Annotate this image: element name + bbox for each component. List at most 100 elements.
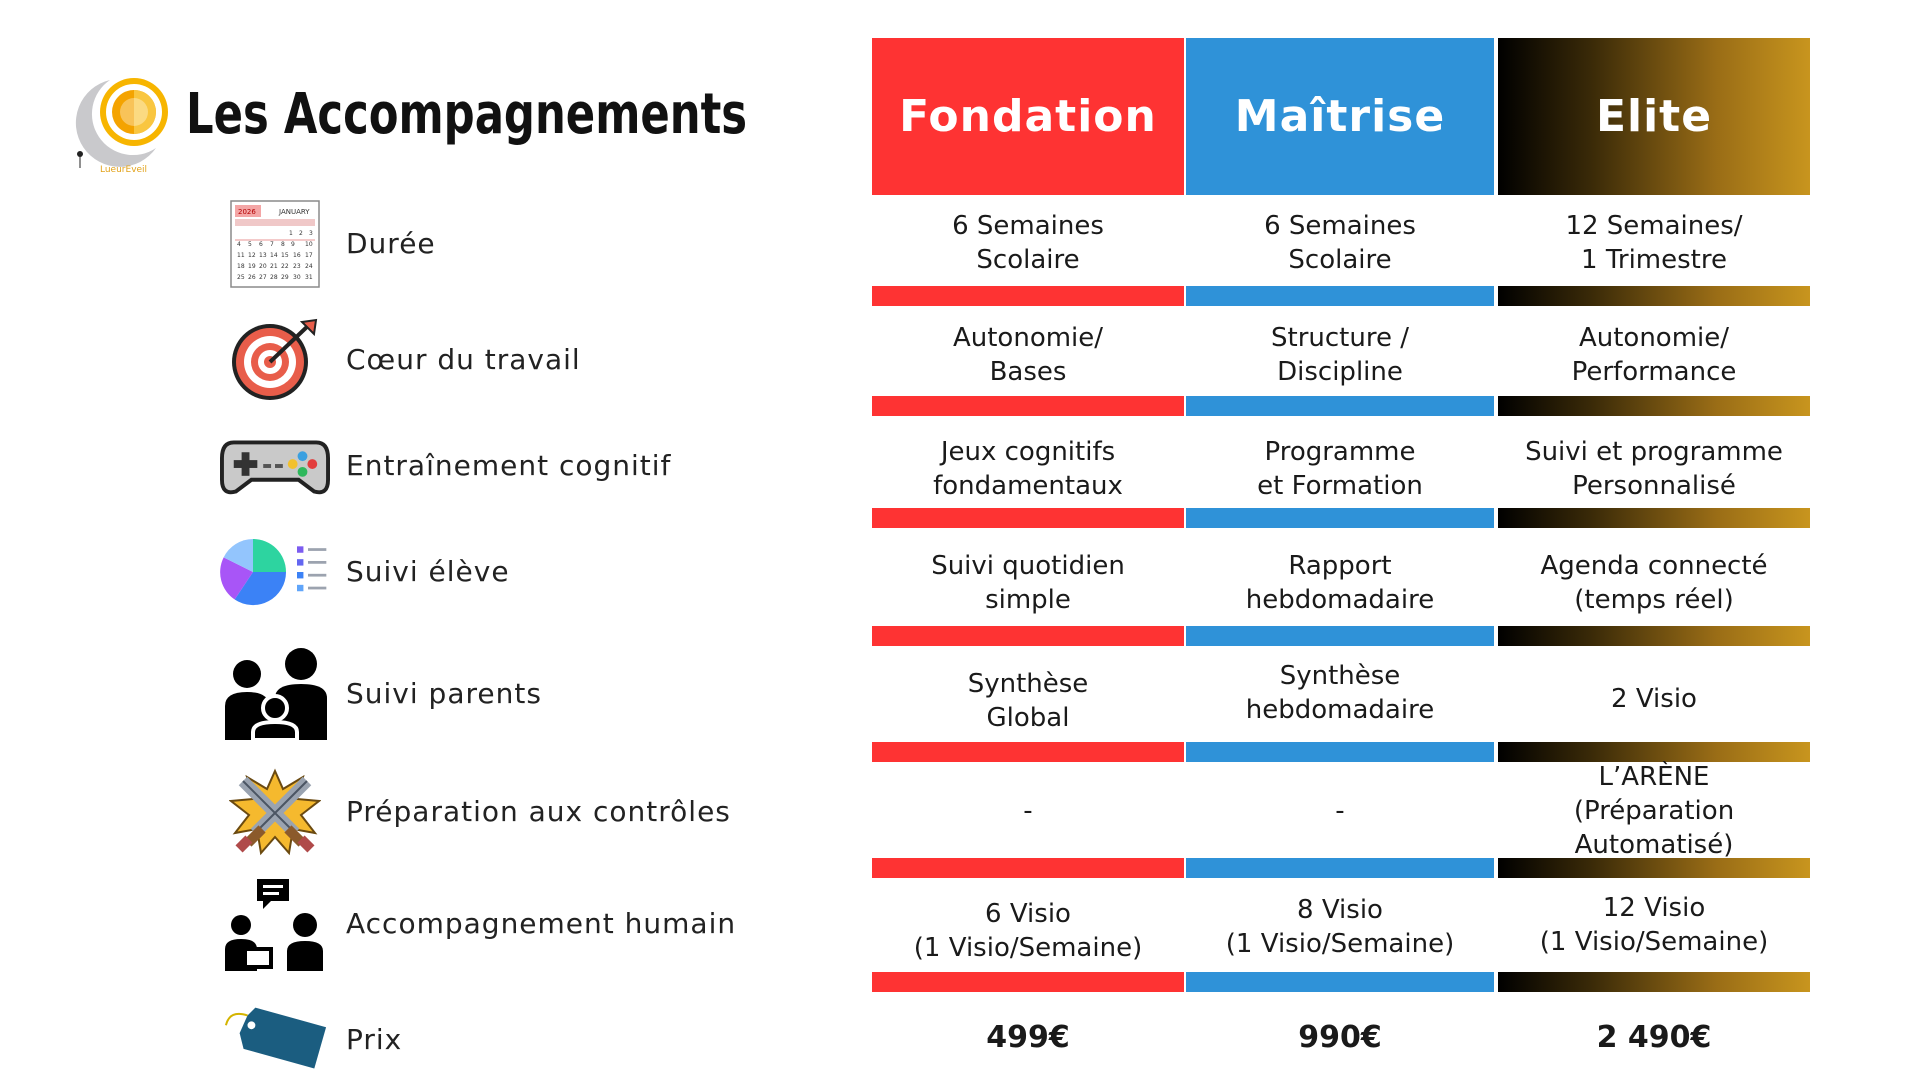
svg-text:12: 12: [248, 252, 256, 259]
cell-duree-maitrise: 6 Semaines Scolaire: [1264, 211, 1416, 275]
feature-row-suivi-parents: Suivi parents: [220, 644, 780, 744]
row-separator: [872, 858, 1184, 878]
cell-coeur-maitrise: Structure / Discipline: [1271, 323, 1409, 387]
svg-text:LueurEveil: LueurEveil: [100, 165, 147, 175]
feature-row-prix: Prix: [220, 990, 780, 1090]
svg-text:20: 20: [259, 263, 267, 270]
family-icon: [220, 644, 330, 744]
svg-text:17: 17: [305, 252, 313, 259]
feature-label: Cœur du travail: [346, 343, 581, 376]
svg-text:2026: 2026: [238, 208, 256, 216]
gamepad-icon: [220, 416, 330, 516]
pie-chart-icon: [220, 522, 330, 622]
feature-row-coeur: Cœur du travail: [220, 310, 780, 410]
row-separator: [872, 286, 1184, 306]
svg-text:31: 31: [305, 274, 313, 281]
target-icon: [220, 310, 330, 410]
row-separator: [1498, 286, 1810, 306]
plan-header-maitrise: Maîtrise: [1186, 38, 1494, 195]
svg-text:4: 4: [237, 241, 241, 248]
svg-text:29: 29: [281, 274, 289, 281]
svg-text:6: 6: [259, 241, 263, 248]
row-separator: [872, 396, 1184, 416]
cell-entrainement-maitrise: Programme et Formation: [1257, 437, 1423, 501]
svg-text:22: 22: [281, 263, 289, 270]
row-separator: [1186, 858, 1494, 878]
plan-header-elite: Elite: [1498, 38, 1810, 195]
svg-text:2: 2: [299, 230, 303, 237]
feature-label: Accompagnement humain: [346, 907, 737, 940]
row-separator: [1186, 626, 1494, 646]
svg-text:21: 21: [270, 263, 278, 270]
feature-label: Entraînement cognitif: [346, 449, 672, 482]
cell-suivi-parents-elite: 2 Visio: [1611, 684, 1697, 714]
row-separator: [872, 508, 1184, 528]
row-separator: [872, 626, 1184, 646]
svg-text:28: 28: [270, 274, 278, 281]
svg-text:27: 27: [259, 274, 267, 281]
svg-text:19: 19: [248, 263, 256, 270]
row-separator: [1186, 508, 1494, 528]
cell-preparation-fondation: -: [1023, 796, 1033, 826]
cell-preparation-elite: L’ARÈNE (Préparation Automatisé): [1573, 762, 1735, 860]
svg-text:9: 9: [291, 241, 295, 248]
row-separator: [1498, 972, 1810, 992]
cell-coeur-elite: Autonomie/ Performance: [1571, 323, 1737, 387]
svg-text:23: 23: [293, 263, 301, 270]
svg-text:5: 5: [248, 241, 252, 248]
cell-duree-elite: 12 Semaines/ 1 Trimestre: [1565, 211, 1743, 275]
feature-label: Suivi élève: [346, 555, 510, 588]
cell-accompagnement-elite: 12 Visio (1 Visio/Semaine): [1539, 893, 1769, 957]
plan-header-fondation: Fondation: [872, 38, 1184, 195]
cell-suivi-parents-fondation: Synthèse Global: [967, 669, 1089, 733]
svg-text:15: 15: [281, 252, 289, 259]
row-separator: [872, 972, 1184, 992]
row-separator: [1498, 396, 1810, 416]
row-separator: [1186, 286, 1494, 306]
svg-text:14: 14: [270, 252, 278, 259]
feature-row-entrainement: Entraînement cognitif: [220, 416, 780, 516]
svg-text:1: 1: [289, 230, 293, 237]
page-title: Les Accompagnements: [186, 82, 748, 147]
feature-label: Durée: [346, 227, 436, 260]
svg-text:26: 26: [248, 274, 256, 281]
cell-entrainement-fondation: Jeux cognitifs fondamentaux: [933, 437, 1123, 501]
svg-text:25: 25: [237, 274, 245, 281]
svg-text:8: 8: [281, 241, 285, 248]
svg-text:24: 24: [305, 263, 313, 270]
row-separator: [1186, 396, 1494, 416]
cell-preparation-maitrise: -: [1335, 796, 1345, 826]
feature-label: Suivi parents: [346, 677, 542, 710]
cell-suivi-eleve-elite: Agenda connecté (temps réel): [1540, 551, 1768, 615]
cell-suivi-eleve-maitrise: Rapport hebdomadaire: [1245, 551, 1435, 615]
row-separator: [1498, 858, 1810, 878]
svg-text:13: 13: [259, 252, 267, 259]
feature-row-preparation: Préparation aux contrôles: [220, 762, 780, 862]
price-tag-icon: [220, 990, 330, 1090]
svg-text:11: 11: [237, 252, 245, 259]
cell-accompagnement-maitrise: 8 Visio (1 Visio/Semaine): [1225, 895, 1455, 959]
price-elite: 2 490€: [1596, 1020, 1712, 1055]
feature-label: Prix: [346, 1023, 403, 1056]
svg-text:JANUARY: JANUARY: [278, 208, 310, 216]
svg-text:16: 16: [293, 252, 301, 259]
svg-text:10: 10: [305, 241, 313, 248]
cell-accompagnement-fondation: 6 Visio (1 Visio/Semaine): [913, 899, 1143, 963]
cell-entrainement-elite: Suivi et programme Personnalisé: [1525, 437, 1783, 501]
feature-row-suivi-eleve: Suivi élève: [220, 522, 780, 622]
cell-duree-fondation: 6 Semaines Scolaire: [952, 211, 1104, 275]
feature-row-accompagnement: Accompagnement humain: [220, 874, 780, 974]
row-separator: [1498, 626, 1810, 646]
feature-label: Préparation aux contrôles: [346, 795, 731, 828]
mentoring-icon: [220, 874, 330, 974]
svg-text:3: 3: [309, 230, 313, 237]
cell-suivi-parents-maitrise: Synthèse hebdomadaire: [1245, 661, 1435, 725]
svg-text:18: 18: [237, 263, 245, 270]
row-separator: [1498, 508, 1810, 528]
crossed-swords-icon: [220, 762, 330, 862]
row-separator: [1186, 742, 1494, 762]
row-separator: [1186, 972, 1494, 992]
svg-text:7: 7: [270, 241, 274, 248]
